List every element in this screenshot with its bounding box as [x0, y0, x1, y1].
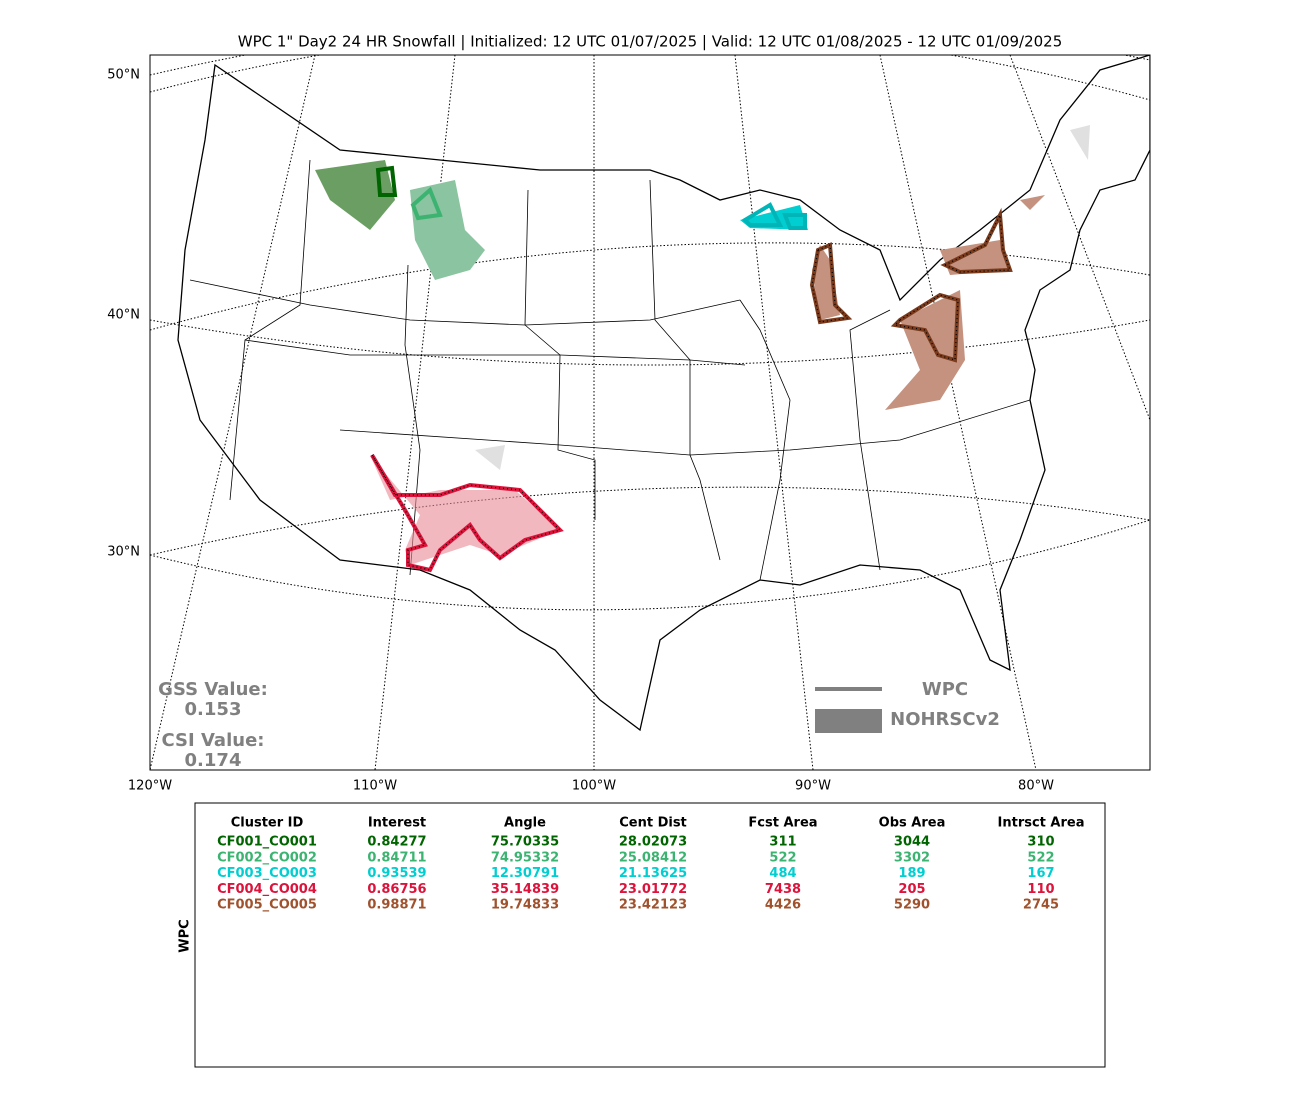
table-header: Interest [368, 816, 426, 831]
legend-patch [815, 709, 882, 733]
map: WPC NOHRSCv2 GSS Value: 0.153 CSI Value:… [150, 55, 1150, 771]
legend-label: WPC [922, 679, 968, 700]
axis-labels: 50°N 40°N 30°N 120°W 110°W 100°W 90°W 80°W [107, 68, 1054, 794]
table-header: Cent Dist [619, 816, 687, 831]
table-cell: CF003_CO003 [217, 866, 317, 881]
table: Cluster ID Interest Angle Cent Dist Fcst Are… [217, 816, 1084, 913]
score-label: GSS Value: [158, 679, 268, 700]
table-cell: 23.01772 [619, 882, 687, 897]
table-cell: 25.08412 [619, 850, 687, 865]
table-header: Intrsct Area [998, 816, 1085, 831]
graticule [150, 55, 1150, 770]
table-cell: 21.13625 [619, 866, 687, 881]
table-cell: 522 [769, 850, 796, 865]
table-frame [194, 802, 1106, 1068]
lon-label: 80°W [1018, 779, 1054, 794]
title: WPC 1" Day2 24 HR Snowfall | Initialized… [238, 33, 1063, 51]
side-label: WPC [178, 919, 193, 952]
table-header: Fcst Area [748, 816, 817, 831]
table-cell: 5290 [894, 898, 930, 913]
fcst-dots [371, 212, 1011, 571]
score-value: 0.174 [185, 750, 242, 771]
table-cell: CF001_CO001 [217, 835, 317, 850]
table-cell: 310 [1027, 835, 1054, 850]
table-header: Angle [504, 816, 546, 831]
state-borders [189, 159, 1031, 581]
table-cell: 74.95332 [491, 850, 559, 865]
table-header: Cluster ID [231, 816, 304, 831]
table-cell: 522 [1027, 850, 1054, 865]
table-cell: 3044 [894, 835, 930, 850]
table-cell: 0.84711 [367, 850, 426, 865]
table-cell: 110 [1027, 882, 1054, 897]
score-label: CSI Value: [162, 730, 265, 751]
table-cell: 484 [769, 866, 796, 881]
table-cell: 2745 [1023, 898, 1059, 913]
table-cell: 35.14839 [491, 882, 559, 897]
lon-label: 100°W [572, 779, 616, 794]
lon-label: 120°W [128, 779, 172, 794]
lat-label: 40°N [107, 308, 140, 323]
table-cell: 3302 [894, 850, 930, 865]
score-value: 0.153 [185, 699, 242, 720]
map-frame [149, 54, 1151, 771]
table-cell: 12.30791 [491, 866, 559, 881]
table-cell: 189 [898, 866, 925, 881]
table-cell: 75.70335 [491, 835, 559, 850]
legend-label: NOHRSCv2 [890, 709, 1000, 730]
table-cell: 19.74833 [491, 898, 559, 913]
coastline [177, 55, 1150, 732]
table-cell: 167 [1027, 866, 1054, 881]
table-cell: 0.84277 [367, 835, 426, 850]
table-cell: 311 [769, 835, 796, 850]
obs-areas [315, 125, 1090, 565]
table-cell: 205 [898, 882, 925, 897]
lon-label: 90°W [795, 779, 831, 794]
table-cell: 7438 [765, 882, 801, 897]
table-cell: 23.42123 [619, 898, 687, 913]
table-cell: 28.02073 [619, 835, 687, 850]
table-cell: 0.93539 [367, 866, 426, 881]
table-cell: CF004_CO004 [217, 882, 317, 897]
table-cell: 4426 [765, 898, 801, 913]
lat-label: 50°N [107, 68, 140, 83]
lat-label: 30°N [107, 545, 140, 560]
table-cell: 0.98871 [367, 898, 426, 913]
table-cell: CF005_CO005 [217, 898, 317, 913]
lon-label: 110°W [353, 779, 397, 794]
table-header: Obs Area [879, 816, 946, 831]
table-cell: CF002_CO002 [217, 850, 317, 865]
table-cell: 0.86756 [367, 882, 426, 897]
